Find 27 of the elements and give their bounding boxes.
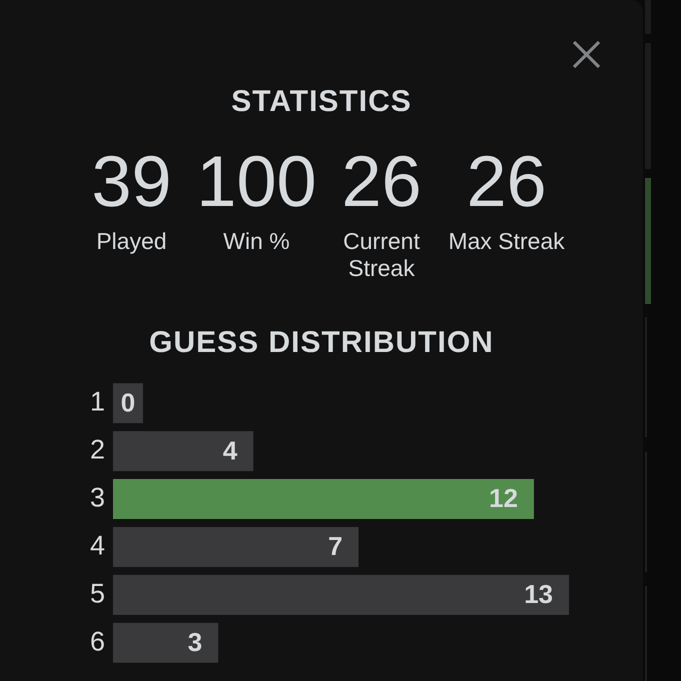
text: STATISTICS [230,84,413,120]
data-label: 26 [340,142,423,222]
bar [113,622,218,663]
data-label: 12 [489,483,518,514]
category-label: Max Streak [447,228,566,255]
y-tick-label: 5 [90,578,105,608]
data-label: 13 [524,579,553,610]
y-tick-label: 2 [90,434,105,465]
bar [113,431,254,472]
data-label: 3 [188,627,202,658]
data-label: 7 [328,531,343,562]
y-tick-label: 1 [90,386,105,417]
y-tick-label: 3 [90,482,105,512]
bar [113,526,359,567]
bar [113,479,534,520]
data-label: 0 [120,387,136,418]
category-label: Current Streak [342,228,421,282]
y-tick-label: 6 [90,626,105,656]
data-label: 100 [195,142,318,222]
data-label: 39 [90,142,173,222]
y-tick-label: 4 [90,530,105,560]
category-label: Win % [222,228,291,255]
bar [113,574,569,615]
data-label: 26 [465,142,548,222]
data-label: 4 [222,435,238,466]
chart-title: GUESS DISTRIBUTION [148,325,495,361]
category-label: Played [95,228,168,255]
